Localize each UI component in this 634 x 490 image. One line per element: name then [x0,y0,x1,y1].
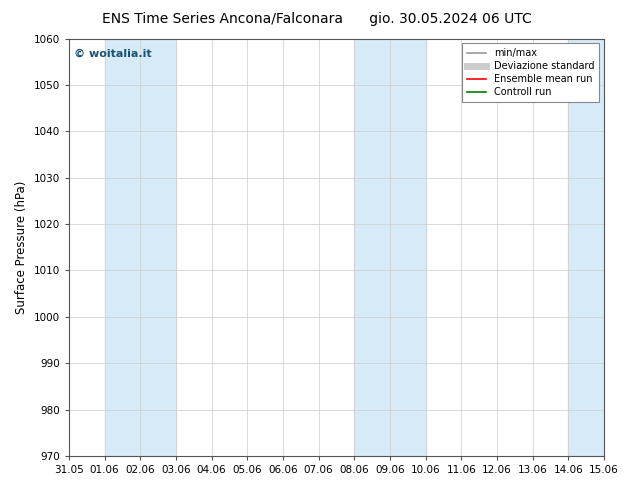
Y-axis label: Surface Pressure (hPa): Surface Pressure (hPa) [15,181,28,314]
Bar [354,39,425,456]
Text: © woitalia.it: © woitalia.it [74,49,152,59]
Legend: min/max, Deviazione standard, Ensemble mean run, Controll run: min/max, Deviazione standard, Ensemble m… [462,44,599,102]
Bar [569,39,604,456]
Text: ENS Time Series Ancona/Falconara      gio. 30.05.2024 06 UTC: ENS Time Series Ancona/Falconara gio. 30… [102,12,532,26]
Bar [105,39,176,456]
